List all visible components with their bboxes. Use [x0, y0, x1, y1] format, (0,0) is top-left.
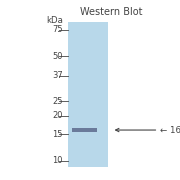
Text: 37: 37	[52, 71, 63, 80]
FancyBboxPatch shape	[72, 128, 97, 132]
Text: 20: 20	[53, 111, 63, 120]
Text: 50: 50	[53, 51, 63, 60]
Text: 15: 15	[53, 130, 63, 139]
Text: ← 16kDa: ← 16kDa	[160, 125, 180, 134]
Text: Western Blot: Western Blot	[80, 7, 143, 17]
Text: 25: 25	[53, 96, 63, 105]
Text: 10: 10	[53, 156, 63, 165]
Text: kDa: kDa	[46, 16, 63, 25]
Text: 75: 75	[52, 25, 63, 34]
FancyBboxPatch shape	[68, 22, 108, 167]
